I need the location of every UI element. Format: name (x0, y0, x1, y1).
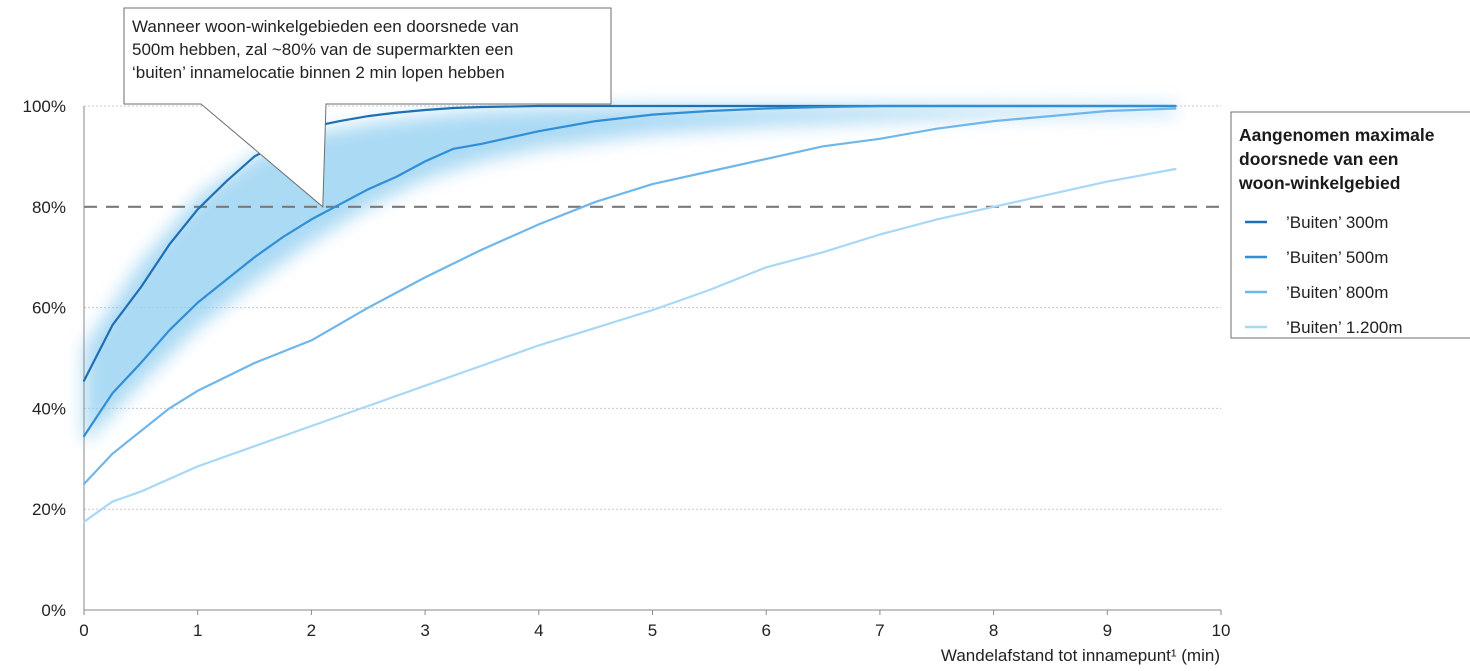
x-tick-label: 7 (875, 621, 884, 640)
x-tick-label: 2 (307, 621, 316, 640)
series-line-1 (82, 104, 1177, 438)
legend-label: ’Buiten’ 300m (1286, 213, 1388, 232)
series-line-0 (82, 104, 1177, 382)
legend-box (1230, 111, 1470, 339)
y-tick-label: 40% (32, 399, 66, 418)
x-tick-label: 0 (79, 621, 88, 640)
x-tick-label: 9 (1103, 621, 1112, 640)
x-tick-label: 10 (1212, 621, 1231, 640)
x-tick-label: 3 (420, 621, 429, 640)
legend-label: ’Buiten’ 800m (1286, 283, 1388, 302)
legend: Aangenomen maximale doorsnede van een woon… (1230, 111, 1470, 339)
series-line-3 (82, 167, 1177, 523)
legend-title-line: Aangenomen maximale (1239, 125, 1435, 145)
callout-text-line: ‘buiten’ innamelocatie binnen 2 min lope… (132, 63, 505, 82)
x-axis-label: Wandelafstand tot innamepunt¹ (min) (941, 646, 1220, 665)
band-area (84, 106, 1176, 444)
x-tick-label: 1 (193, 621, 202, 640)
y-tick-label: 60% (32, 299, 66, 318)
x-tick-label: 5 (648, 621, 657, 640)
y-tick-label: 0% (41, 601, 66, 620)
series-lines (82, 104, 1177, 523)
legend-title-line: doorsnede van een (1239, 149, 1399, 169)
callout-text-line: 500m hebben, zal ~80% van de supermarkte… (132, 40, 513, 59)
highlight-band (84, 106, 1176, 444)
x-tick-label: 8 (989, 621, 998, 640)
axes: 0% 20% 40% 60% 80% 100% 0 1 2 3 4 5 6 7 8 9 10 Wandelafst… (23, 97, 1231, 665)
series-line-2 (82, 107, 1177, 486)
legend-label: ’Buiten’ 500m (1286, 248, 1388, 267)
callout-text-line: Wanneer woon-winkelgebieden een doorsned… (132, 17, 519, 36)
y-tick-label: 20% (32, 500, 66, 519)
legend-title-line: woon-winkelgebied (1238, 173, 1400, 193)
x-tick-label: 6 (761, 621, 770, 640)
callout-box (123, 7, 612, 208)
y-tick-label: 100% (23, 97, 66, 116)
annotation-callout: Wanneer woon-winkelgebieden een doorsned… (123, 7, 612, 208)
y-tick-label: 80% (32, 198, 66, 217)
x-tick-label: 4 (534, 621, 543, 640)
legend-label: ’Buiten’ 1.200m (1286, 318, 1403, 337)
